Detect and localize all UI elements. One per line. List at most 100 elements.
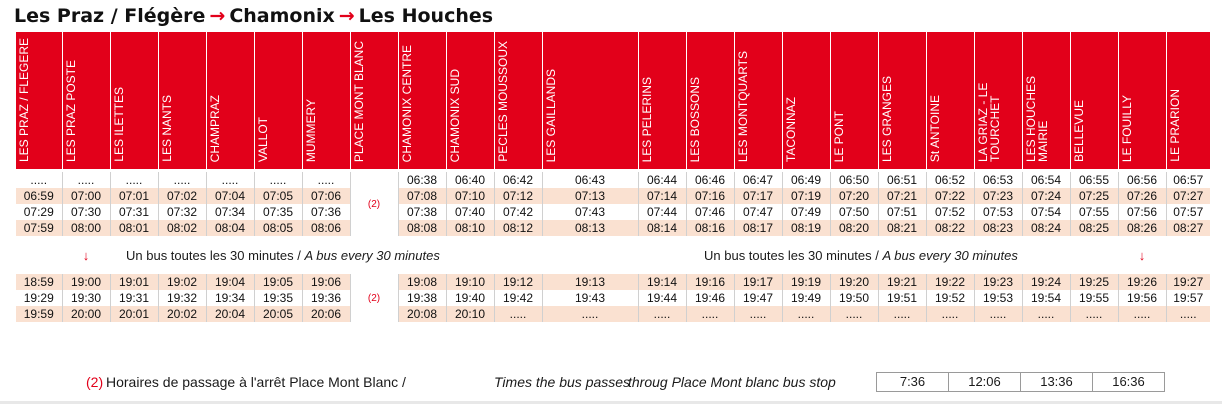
time-cell: 07:42: [493, 204, 542, 220]
right-arrow-icon: →: [338, 5, 355, 27]
stop-header: LES BOSSONS: [685, 32, 734, 169]
stop-name: LES BOSSONS: [687, 76, 702, 162]
time-cell: 19:26: [1117, 274, 1166, 290]
stop-time: 7:36: [899, 374, 926, 389]
time-cell: .....: [781, 306, 830, 322]
time-cell: .....: [205, 172, 254, 188]
time-cell: .....: [493, 306, 542, 322]
time-cell: 08:23: [973, 220, 1022, 236]
time-cell: 07:22: [925, 188, 974, 204]
time-cell: 08:22: [925, 220, 974, 236]
table-row: 19:59 20:00 20:01 20:02 20:04 20:05 20:06 20:08…: [16, 306, 1210, 322]
time-cell: 06:40: [445, 172, 494, 188]
footnote-ref: (2): [86, 374, 104, 390]
time-cell: 18:59: [16, 274, 62, 290]
table-row: 07:29 07:30 07:31 07:32 07:34 07:35 07:36 07:38…: [16, 204, 1210, 220]
note-ref: (2): [349, 274, 398, 322]
stop-header-row: LES PRAZ / FLEGERE LES PRAZ POSTE LES ILET…: [16, 32, 1210, 169]
time-cell: .....: [253, 172, 302, 188]
stop-header: LE PRARION: [1165, 32, 1210, 169]
stop-name: LES ILETTES: [111, 87, 126, 162]
time-cell: 08:20: [829, 220, 878, 236]
time-cell: 06:38: [397, 172, 446, 188]
stop-header: LES GRANGES: [877, 32, 926, 169]
time-cell: 07:17: [733, 188, 782, 204]
time-cell: .....: [637, 306, 686, 322]
stop-time: 12:06: [948, 373, 1020, 391]
time-cell: 08:17: [733, 220, 782, 236]
time-cell: 07:19: [781, 188, 830, 204]
stop-name: CHAMONIX CENTRE: [399, 44, 414, 162]
stop-name: LES GAILLANDS: [543, 68, 558, 162]
time-cell: 20:04: [205, 306, 254, 322]
time-cell: 07:26: [1117, 188, 1166, 204]
time-cell: 06:42: [493, 172, 542, 188]
stop-header: St ANTOINE: [925, 32, 974, 169]
time-cell: 19:19: [781, 274, 830, 290]
time-cell: 06:53: [973, 172, 1022, 188]
stop-header: LES PELERINS: [637, 32, 686, 169]
time-cell: 08:24: [1021, 220, 1070, 236]
stop-name: LES PRAZ / FLEGERE: [17, 37, 31, 162]
time-cell: 07:38: [397, 204, 446, 220]
time-cell: 19:54: [1021, 290, 1070, 306]
stop-header: CHAMPRAZ: [205, 32, 254, 169]
time-cell: 07:49: [781, 204, 830, 220]
frequency-note: Un bus toutes les 30 minutes / A bus eve…: [686, 236, 1118, 274]
title-origin: Les Praz / Flégère: [14, 5, 206, 27]
time-cell: 07:47: [733, 204, 782, 220]
stop-time: 13:36: [1020, 373, 1092, 391]
page-title: Les Praz / Flégère → Chamonix → Les Houc…: [14, 2, 493, 30]
time-cell: 20:00: [61, 306, 110, 322]
time-cell: 06:59: [16, 188, 62, 204]
time-cell: 08:02: [157, 220, 206, 236]
stop-header: LA GRIAZ - LE TOURCHET: [973, 32, 1022, 169]
right-arrow-icon: →: [209, 5, 226, 27]
time-cell: 08:08: [397, 220, 446, 236]
time-cell: 07:14: [637, 188, 686, 204]
stop-name: LES NANTS: [159, 95, 174, 162]
frequency-fr: Un bus toutes les 30 minutes /: [704, 247, 883, 263]
time-cell: 19:31: [109, 290, 158, 306]
time-cell: 07:01: [109, 188, 158, 204]
time-cell: 19:12: [493, 274, 542, 290]
stop-header: VALLOT: [253, 32, 302, 169]
time-cell: 07:16: [685, 188, 734, 204]
time-cell: 20:06: [301, 306, 350, 322]
time-cell: 19:13: [541, 274, 638, 290]
time-cell: 19:20: [829, 274, 878, 290]
time-cell: 19:51: [877, 290, 926, 306]
time-cell: 06:43: [541, 172, 638, 188]
frequency-en: A bus every 30 minutes: [882, 247, 1018, 263]
table-row: 19:29 19:30 19:31 19:32 19:34 19:35 19:36 19:38…: [16, 290, 1210, 306]
time-cell: 19:04: [205, 274, 254, 290]
time-cell: .....: [973, 306, 1022, 322]
time-cell: .....: [30, 173, 48, 187]
time-cell: 07:53: [973, 204, 1022, 220]
frequency-fr: Un bus toutes les 30 minutes /: [126, 247, 305, 263]
time-cell: 06:56: [1117, 172, 1166, 188]
stop-name: MUMMERY: [303, 98, 318, 162]
time-cell: 06:51: [877, 172, 926, 188]
time-cell: 06:49: [781, 172, 830, 188]
time-cell: .....: [1069, 306, 1118, 322]
time-cell: 08:10: [445, 220, 494, 236]
stop-name: LE PONT: [831, 110, 846, 162]
time-cell: 07:56: [1117, 204, 1166, 220]
time-cell: 19:44: [637, 290, 686, 306]
stop-name: LA GRIAZ - LE TOURCHET: [975, 82, 1002, 162]
time-cell: 19:16: [685, 274, 734, 290]
time-cell: 20:05: [253, 306, 302, 322]
time-cell: 08:01: [109, 220, 158, 236]
time-cell: 19:53: [973, 290, 1022, 306]
frequency-note: Un bus toutes les 30 minutes / A bus eve…: [110, 236, 638, 274]
time-cell: 08:27: [1165, 220, 1210, 236]
time-cell: 07:21: [877, 188, 926, 204]
stop-header: LES NANTS: [157, 32, 206, 169]
stop-header: LES ILETTES: [109, 32, 158, 169]
time-cell: 07:55: [1069, 204, 1118, 220]
footnote: (2) Horaires de passage à l'arrêt Place …: [0, 370, 1222, 394]
time-cell: 19:49: [781, 290, 830, 306]
time-cell: 19:25: [1069, 274, 1118, 290]
time-cell: 08:19: [781, 220, 830, 236]
